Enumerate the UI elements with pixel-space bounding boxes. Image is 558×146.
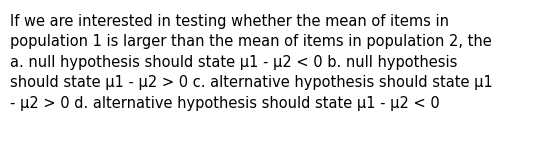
Text: If we are interested in testing whether the mean of items in
population 1 is lar: If we are interested in testing whether … bbox=[10, 14, 493, 111]
